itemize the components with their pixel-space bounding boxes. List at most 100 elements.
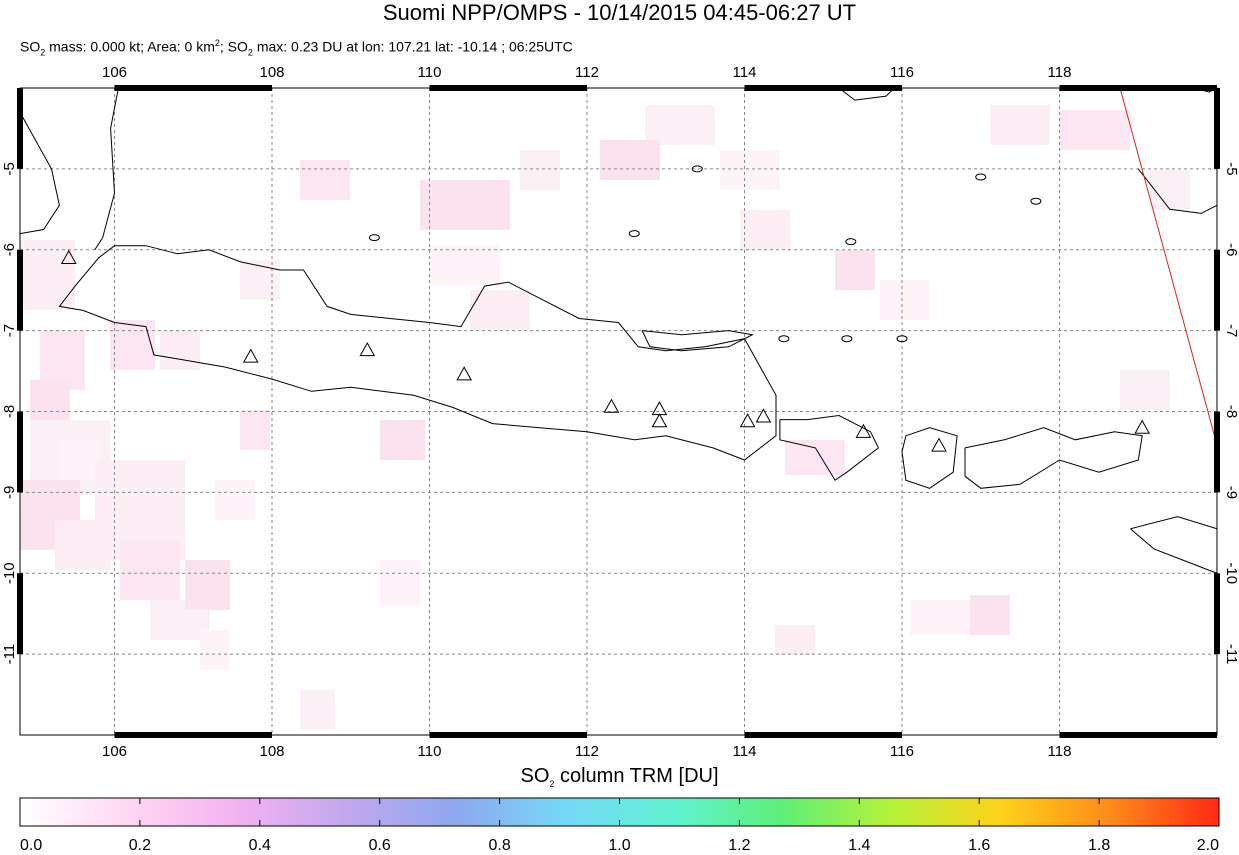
lat-label-left: -5 xyxy=(1,162,18,175)
volcano-triangle xyxy=(359,342,376,357)
tint-cell xyxy=(470,290,530,330)
volcano-triangle xyxy=(755,408,772,423)
tint-cell xyxy=(1150,170,1190,210)
axis-labels: 106 106 108 108 110 110 112 112 114 114 116 116 118 1… xyxy=(1,64,1239,760)
tint-cell xyxy=(880,280,930,320)
border-segment xyxy=(429,85,587,91)
tint-cell xyxy=(835,250,875,290)
lon-label-bottom: 106 xyxy=(102,743,127,760)
colorbar-tick-label: 1.8 xyxy=(1088,837,1110,854)
volcano-triangle xyxy=(855,423,872,438)
tint-cell xyxy=(520,150,560,190)
map-subtitle: SO2 mass: 0.000 kt; Area: 0 km2; SO2 max… xyxy=(20,38,573,58)
border-segment xyxy=(114,732,272,738)
lat-label-right: -8 xyxy=(1223,405,1239,418)
tint-cell xyxy=(600,140,660,180)
tint-cell xyxy=(110,320,155,370)
colorbar-tick-label: 1.0 xyxy=(608,837,630,854)
lon-label-top: 110 xyxy=(418,64,442,81)
lon-label-top: 114 xyxy=(733,64,757,81)
lon-label-top: 118 xyxy=(1048,64,1072,81)
volcano-triangle xyxy=(931,437,947,452)
lon-label-bottom: 116 xyxy=(890,743,914,760)
lon-label-bottom: 118 xyxy=(1048,743,1072,760)
tint-cell xyxy=(785,440,845,475)
tint-cell xyxy=(775,625,815,655)
tint-cell xyxy=(120,540,180,600)
tint-cell xyxy=(200,630,230,670)
volcano-triangle xyxy=(60,249,77,264)
lat-label-left: -8 xyxy=(1,405,18,418)
border-segment xyxy=(114,85,272,91)
tint-cell xyxy=(215,480,255,520)
border-segment xyxy=(17,249,23,331)
map-title: Suomi NPP/OMPS - 10/14/2015 04:45-06:27 … xyxy=(382,0,857,25)
colorbar-tick-label: 1.6 xyxy=(968,837,990,854)
volcano-markers xyxy=(60,249,1151,452)
border-segment xyxy=(1059,732,1217,738)
island xyxy=(845,238,857,246)
lat-label-right: -5 xyxy=(1223,162,1239,175)
lon-label-bottom: 114 xyxy=(733,743,757,760)
map-border-ticks xyxy=(17,85,1220,738)
lon-label-top: 108 xyxy=(259,64,284,81)
coastline xyxy=(964,427,1143,489)
border-segment xyxy=(1214,249,1220,331)
volcano-triangle xyxy=(651,401,668,416)
tint-cell xyxy=(20,240,75,310)
volcano-triangle xyxy=(651,413,668,428)
tint-cell xyxy=(910,600,970,635)
lon-label-top: 116 xyxy=(890,64,914,81)
coastline xyxy=(20,112,60,235)
island xyxy=(628,230,640,238)
coastlines xyxy=(20,88,1217,574)
border-segment xyxy=(17,88,23,169)
island xyxy=(778,335,790,343)
tint-cell xyxy=(990,105,1050,145)
border-segment xyxy=(1059,85,1217,91)
colorbar-tick-label: 0.0 xyxy=(20,837,42,854)
tint-cell xyxy=(380,420,425,460)
lon-label-bottom: 110 xyxy=(418,743,442,760)
graticule xyxy=(20,88,1217,735)
volcano-triangle xyxy=(456,366,472,381)
island xyxy=(368,234,380,242)
lat-label-left: -10 xyxy=(1,562,18,584)
coastline xyxy=(901,427,958,489)
coastline xyxy=(1137,168,1217,214)
colorbar-title: SO2 column TRM [DU] xyxy=(520,765,719,789)
tint-cell xyxy=(55,520,110,570)
tint-cell xyxy=(430,245,500,285)
so2-map: 106 106 108 108 110 110 112 112 114 114 116 116 118 1… xyxy=(1,64,1239,760)
island xyxy=(896,335,908,343)
coastline xyxy=(779,414,880,481)
colorbar-ticks: 0.0 0.2 0.4 0.6 0.8 1.0 1.2 1.4 1.6 1.8 2.0 xyxy=(20,798,1219,854)
border-segment xyxy=(744,732,902,738)
lat-label-left: -6 xyxy=(1,243,18,256)
coastline xyxy=(58,245,777,461)
colorbar-tick-label: 1.2 xyxy=(728,837,750,854)
volcano-triangle xyxy=(242,348,259,363)
island xyxy=(841,335,853,343)
lat-label-right: -9 xyxy=(1223,486,1239,499)
border-segment xyxy=(17,573,23,655)
volcano-triangle xyxy=(603,398,620,413)
tint-cell xyxy=(300,690,335,730)
coastline xyxy=(838,88,895,101)
border-segment xyxy=(1214,88,1220,169)
tint-cell xyxy=(1060,110,1130,150)
lat-label-left: -7 xyxy=(1,324,18,337)
tint-cell xyxy=(185,560,230,610)
coastline xyxy=(1130,516,1217,574)
tint-cell xyxy=(645,105,715,145)
tint-cell xyxy=(380,560,420,605)
lat-label-right: -10 xyxy=(1223,562,1239,584)
colorbar-tick-label: 1.4 xyxy=(848,837,870,854)
colorbar: 0.0 0.2 0.4 0.6 0.8 1.0 1.2 1.4 1.6 1.8 2.0 xyxy=(19,797,1220,854)
lat-label-left: -11 xyxy=(1,644,18,665)
lat-label-right: -11 xyxy=(1223,644,1239,665)
colorbar-tick-label: 2.0 xyxy=(1197,837,1219,854)
swath-edge-line xyxy=(1119,88,1217,446)
swath-edge xyxy=(1119,88,1217,446)
coastline xyxy=(94,88,119,251)
